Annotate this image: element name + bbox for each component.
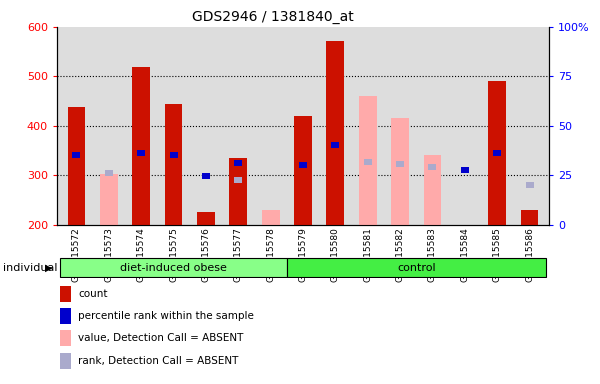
Text: GDS2946 / 1381840_at: GDS2946 / 1381840_at [192, 10, 354, 23]
FancyBboxPatch shape [60, 258, 287, 277]
Bar [234, 177, 242, 183]
Bar [488, 81, 506, 225]
Bar [331, 142, 340, 147]
Bar [326, 41, 344, 225]
Bar [294, 116, 312, 225]
Bar [73, 152, 80, 158]
Bar [170, 152, 178, 158]
Bar [68, 107, 85, 225]
Text: rank, Detection Call = ABSENT: rank, Detection Call = ABSENT [78, 356, 238, 366]
Bar [100, 174, 118, 225]
Text: individual: individual [3, 263, 58, 273]
Text: ▶: ▶ [46, 263, 53, 273]
Bar [391, 118, 409, 225]
Bar [105, 170, 113, 176]
Text: value, Detection Call = ABSENT: value, Detection Call = ABSENT [78, 333, 244, 343]
Text: diet-induced obese: diet-induced obese [120, 263, 227, 273]
Text: count: count [78, 289, 107, 299]
Bar [197, 212, 215, 225]
Bar [396, 161, 404, 167]
FancyBboxPatch shape [287, 258, 546, 277]
Bar [202, 173, 210, 179]
Bar [164, 104, 182, 225]
Bar [132, 68, 150, 225]
Text: control: control [397, 263, 436, 273]
Bar [526, 182, 533, 188]
Bar [493, 150, 501, 156]
Bar [521, 210, 538, 225]
Bar [359, 96, 377, 225]
Bar [299, 162, 307, 168]
Bar [229, 158, 247, 225]
Bar [234, 160, 242, 166]
Text: percentile rank within the sample: percentile rank within the sample [78, 311, 254, 321]
Bar [364, 159, 372, 166]
Bar [262, 210, 280, 225]
Bar [461, 167, 469, 173]
Bar [137, 150, 145, 156]
Bar [424, 156, 442, 225]
Bar [428, 164, 436, 170]
